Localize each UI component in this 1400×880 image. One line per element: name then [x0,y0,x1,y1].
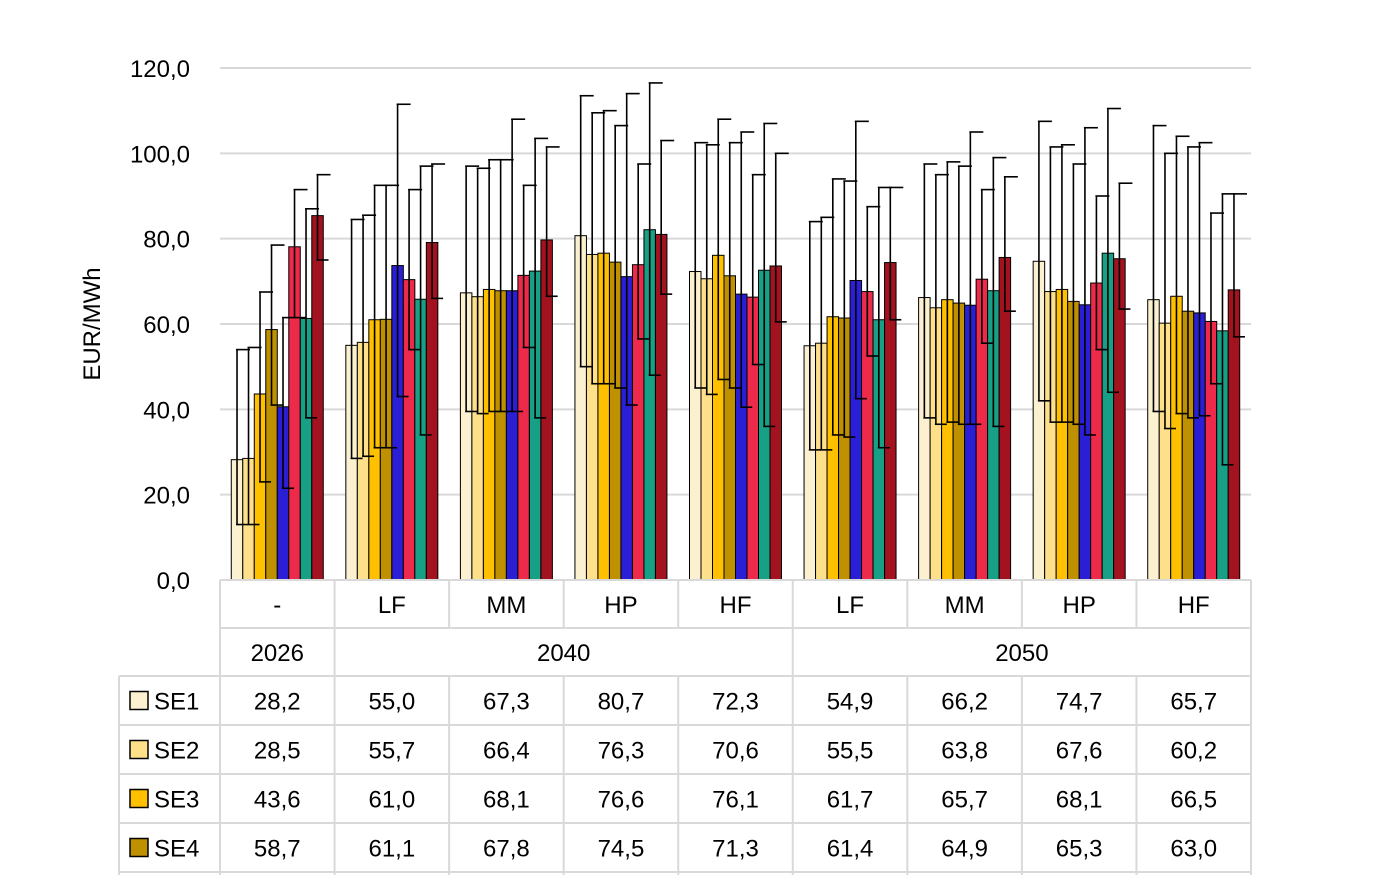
y-axis-label: EUR/MWh [79,267,106,380]
table-value: 65,7 [941,787,988,814]
table-value: 54,9 [827,689,874,716]
table-value: 61,0 [368,787,415,814]
x-category-label: HP [1062,592,1095,619]
table-value: 68,1 [1056,787,1103,814]
table-value: 55,7 [368,738,415,765]
x-category-label: MM [945,592,985,619]
x-category-label: LF [836,592,864,619]
table-value: 71,3 [712,836,759,863]
table-value: 63,8 [941,738,988,765]
y-tick-label: 120,0 [130,56,190,83]
x-category-label: LF [378,592,406,619]
y-tick-label: 100,0 [130,141,190,168]
table-value: 55,0 [368,689,415,716]
table-value: 28,2 [254,689,301,716]
table-value: 65,7 [1170,689,1217,716]
table-value: 67,6 [1056,738,1103,765]
y-tick-label: 80,0 [143,227,190,254]
table-value: 61,4 [827,836,874,863]
table-value: 63,0 [1170,836,1217,863]
legend-swatch [129,788,149,809]
table-value: 43,6 [254,787,301,814]
table-value: 76,3 [598,738,645,765]
table-value: 74,7 [1056,689,1103,716]
table-value: 66,5 [1170,787,1217,814]
legend-swatch [129,690,149,711]
x-year-label: 2040 [537,640,590,667]
table-value: 58,7 [254,836,301,863]
legend-label: SE1 [154,689,199,716]
table-value: 70,6 [712,738,759,765]
table-value: 67,3 [483,689,530,716]
x-year-label: 2026 [251,640,304,667]
x-category-label: HP [604,592,637,619]
legend-swatch [129,837,149,858]
legend-label: SE3 [154,787,199,814]
table-value: 64,9 [941,836,988,863]
legend-label: SE2 [154,738,199,765]
table-value: 66,2 [941,689,988,716]
table-value: 68,1 [483,787,530,814]
table-value: 76,1 [712,787,759,814]
table-value: 61,7 [827,787,874,814]
y-tick-label: 60,0 [143,312,190,339]
table-value: 80,7 [598,689,645,716]
x-year-label: 2050 [995,640,1048,667]
table-value: 55,5 [827,738,874,765]
x-category-label: - [273,592,281,619]
y-tick-label: 40,0 [143,397,190,424]
x-category-label: MM [486,592,526,619]
legend-swatch [129,739,149,760]
table-value: 61,1 [368,836,415,863]
table-value: 60,2 [1170,738,1217,765]
table-value: 28,5 [254,738,301,765]
table-value: 65,3 [1056,836,1103,863]
y-tick-label: 0,0 [157,568,190,595]
table-value: 66,4 [483,738,530,765]
legend-label: SE4 [154,836,199,863]
bar [311,215,324,581]
table-value: 72,3 [712,689,759,716]
x-category-label: HF [1178,592,1210,619]
table-value: 74,5 [598,836,645,863]
x-category-label: HF [720,592,752,619]
table-value: 67,8 [483,836,530,863]
table-value: 76,6 [598,787,645,814]
y-tick-label: 20,0 [143,483,190,510]
